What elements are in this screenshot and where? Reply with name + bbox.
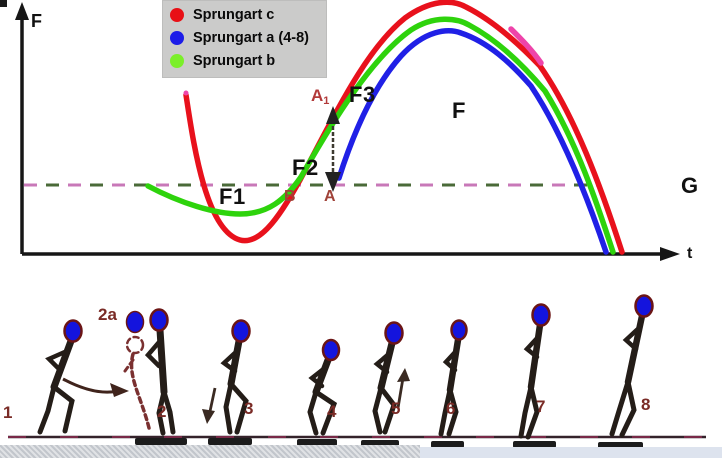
sequence-label-8: 8 <box>641 395 651 414</box>
sequence-label-3: 3 <box>244 399 254 418</box>
run-in-curved-arrow <box>62 377 129 397</box>
figure-head <box>634 294 654 318</box>
annotation-point-a: A <box>324 188 336 205</box>
figure-head <box>321 338 341 362</box>
annotation-f3: F3 <box>349 82 376 107</box>
curve-sprungart-c-red <box>183 0 625 255</box>
sequence-label-2: 2 <box>157 402 167 421</box>
curve-sprungart-b-green <box>145 16 616 255</box>
legend-item-sprungart-c: Sprungart c <box>169 7 322 23</box>
annotation-a1: A1 <box>311 87 329 107</box>
curve-sprungart-a-blue <box>336 28 609 255</box>
stick-figure-1 <box>37 319 83 435</box>
a1-base: A <box>311 86 324 105</box>
annotation-f2: F2 <box>292 155 319 180</box>
stick-figure-6 <box>438 319 468 437</box>
x-axis-label: t <box>687 245 693 262</box>
sequence-label-7: 7 <box>536 397 546 416</box>
sequence-label-6: 6 <box>446 399 456 418</box>
legend-dot-blue-icon <box>170 30 184 45</box>
figure-head-outline <box>125 335 145 355</box>
figure-head <box>63 319 83 343</box>
figure-head <box>450 319 468 341</box>
curve-pink-segment <box>508 26 544 66</box>
stick-figure-8 <box>609 294 654 438</box>
sequence-label-2a: 2a <box>98 305 117 324</box>
curve-red-start-tip <box>183 90 189 96</box>
legend-dot-red-icon <box>170 7 184 22</box>
legend-label: Sprungart a (4-8) <box>193 29 310 46</box>
annotation-weight-g: G <box>681 173 699 198</box>
stick-figure-7 <box>518 303 551 440</box>
stick-figure-3 <box>220 319 251 435</box>
y-axis <box>15 2 29 254</box>
a1-subscript: 1 <box>323 95 330 107</box>
annotation-force: F <box>452 98 466 123</box>
legend-label: Sprungart b <box>193 53 276 70</box>
figure-head <box>125 310 145 334</box>
legend-item-sprungart-b: Sprungart b <box>169 53 322 69</box>
y-axis-label: F <box>31 11 42 31</box>
stick-figure-2 <box>144 308 176 436</box>
legend-dot-green-icon <box>170 54 184 69</box>
sequence-label-1: 1 <box>3 403 13 422</box>
annotation-point-b: B <box>284 188 296 205</box>
upward-motion-arrow <box>396 368 410 409</box>
bottom-texture-band <box>0 445 420 458</box>
corner-mark <box>0 0 7 7</box>
force-gain-double-arrow <box>325 106 341 192</box>
legend-label: Sprungart c <box>193 6 275 23</box>
bottom-plain-band <box>420 447 722 458</box>
figure-head <box>531 303 551 327</box>
downward-motion-arrow <box>202 387 217 424</box>
legend-item-sprungart-a: Sprungart a (4-8) <box>169 30 322 46</box>
figure-head <box>384 321 404 345</box>
stick-figure-5 <box>372 321 404 435</box>
x-axis <box>22 247 680 261</box>
sequence-label-4: 4 <box>327 402 337 421</box>
chart-legend: Sprungart c Sprungart a (4-8) Sprungart … <box>162 0 327 78</box>
sequence-label-5: 5 <box>391 399 401 418</box>
stick-figure-2a-dashed <box>123 310 151 430</box>
annotation-f1: F1 <box>219 184 246 209</box>
figure-head <box>231 319 251 343</box>
figure-head <box>149 308 169 332</box>
stick-figure-4 <box>307 338 341 436</box>
